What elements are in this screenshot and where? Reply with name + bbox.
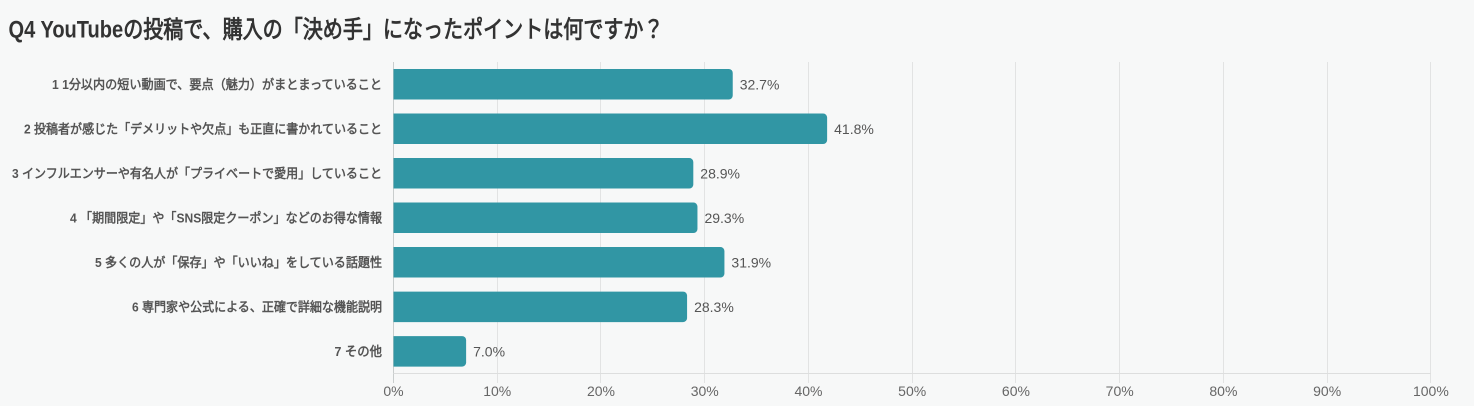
svg-text:7 その他: 7 その他 <box>335 344 383 359</box>
svg-text:31.9%: 31.9% <box>731 254 771 270</box>
svg-text:50%: 50% <box>898 383 926 399</box>
svg-text:0%: 0% <box>383 383 403 399</box>
svg-text:100%: 100% <box>1413 383 1449 399</box>
svg-text:28.9%: 28.9% <box>700 165 740 181</box>
svg-text:30%: 30% <box>691 383 719 399</box>
svg-text:Q4 YouTubeの投稿で、購入の「決め手」になったポイン: Q4 YouTubeの投稿で、購入の「決め手」になったポイントは何ですか？ <box>9 16 664 44</box>
svg-text:1 1分以内の短い動画で、要点（魅力）がまとまっていること: 1 1分以内の短い動画で、要点（魅力）がまとまっていること <box>52 77 382 92</box>
svg-text:40%: 40% <box>794 383 822 399</box>
svg-text:80%: 80% <box>1209 383 1237 399</box>
svg-text:3 インフルエンサーや有名人が「プライベートで愛用」している: 3 インフルエンサーや有名人が「プライベートで愛用」していること <box>12 166 382 181</box>
svg-text:20%: 20% <box>587 383 615 399</box>
svg-text:5 多くの人が「保存」や「いいね」をしている話題性: 5 多くの人が「保存」や「いいね」をしている話題性 <box>95 255 382 270</box>
svg-text:6 専門家や公式による、正確で詳細な機能説明: 6 専門家や公式による、正確で詳細な機能説明 <box>132 299 382 314</box>
svg-text:41.8%: 41.8% <box>834 121 874 137</box>
svg-text:10%: 10% <box>483 383 511 399</box>
svg-text:32.7%: 32.7% <box>740 76 780 92</box>
svg-text:28.3%: 28.3% <box>694 299 734 315</box>
svg-text:7.0%: 7.0% <box>473 343 505 359</box>
svg-text:4 「期間限定」や「SNS限定クーポン」などのお得な情報: 4 「期間限定」や「SNS限定クーポン」などのお得な情報 <box>70 210 383 225</box>
svg-text:60%: 60% <box>1002 383 1030 399</box>
svg-text:90%: 90% <box>1313 383 1341 399</box>
svg-text:70%: 70% <box>1106 383 1134 399</box>
svg-text:29.3%: 29.3% <box>704 210 744 226</box>
svg-text:2 投稿者が感じた「デメリットや欠点」も正直に書かれているこ: 2 投稿者が感じた「デメリットや欠点」も正直に書かれていること <box>24 121 382 136</box>
